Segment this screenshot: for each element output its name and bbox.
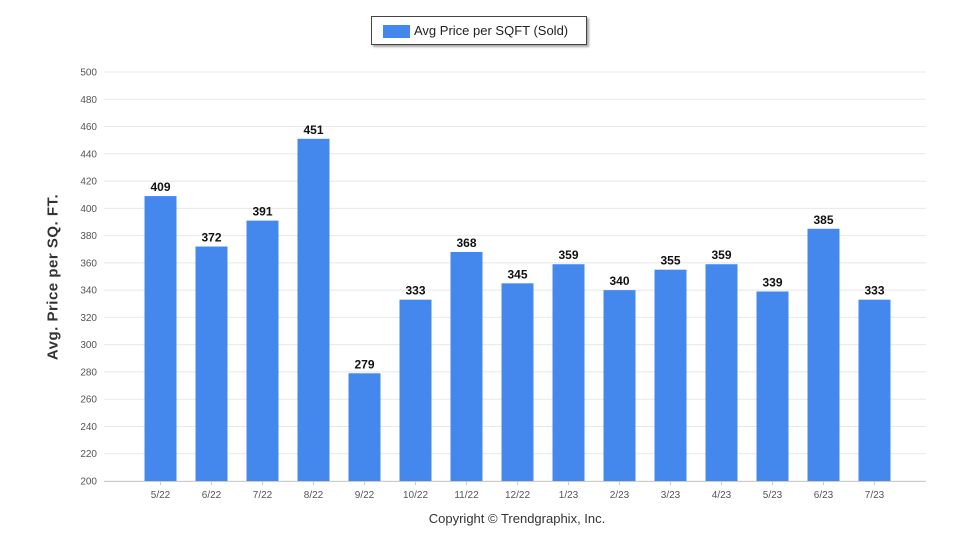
y-tick-label: 200 xyxy=(80,477,97,488)
y-tick-label: 340 xyxy=(80,286,97,297)
bars xyxy=(144,138,891,481)
x-tick-label: 8/22 xyxy=(304,490,324,501)
y-tick-label: 320 xyxy=(80,313,97,324)
bar[interactable] xyxy=(450,251,483,481)
x-tick-label: 12/22 xyxy=(505,490,530,501)
y-tick-label: 240 xyxy=(80,422,97,433)
x-axis-ticks: 5/22 6/22 7/22 8/22 9/22 10/22 11/22 12/22 1/23 2… xyxy=(151,481,885,501)
copyright-text: Copyright © Trendgraphix, Inc. xyxy=(428,511,606,526)
y-tick-label: 440 xyxy=(80,149,97,160)
bar[interactable] xyxy=(246,220,279,481)
bar[interactable] xyxy=(807,228,840,481)
data-label: 385 xyxy=(813,213,833,227)
y-tick-label: 220 xyxy=(80,449,97,460)
x-tick-label: 6/23 xyxy=(814,490,834,501)
x-tick-label: 10/22 xyxy=(403,490,428,501)
bar[interactable] xyxy=(858,299,891,481)
y-tick-label: 380 xyxy=(80,231,97,242)
bar[interactable] xyxy=(195,246,228,481)
data-label: 359 xyxy=(711,248,731,262)
x-tick-label: 7/22 xyxy=(253,490,273,501)
legend-label: Avg Price per SQFT (Sold) xyxy=(414,23,569,38)
bar[interactable] xyxy=(756,291,789,481)
bar[interactable] xyxy=(654,269,687,481)
x-tick-label: 7/23 xyxy=(865,490,885,501)
bar[interactable] xyxy=(603,290,636,481)
bar[interactable] xyxy=(705,264,738,481)
x-tick-label: 5/22 xyxy=(151,490,171,501)
legend-swatch xyxy=(383,25,410,38)
x-tick-label: 6/22 xyxy=(202,490,222,501)
data-label: 333 xyxy=(864,284,884,298)
y-tick-label: 500 xyxy=(80,68,97,79)
y-tick-label: 260 xyxy=(80,395,97,406)
y-tick-label: 460 xyxy=(80,122,97,133)
chart-legend[interactable]: Avg Price per SQFT (Sold) xyxy=(371,16,587,45)
y-tick-label: 360 xyxy=(80,258,97,269)
bar[interactable] xyxy=(144,196,177,481)
bar[interactable] xyxy=(501,283,534,481)
data-label: 345 xyxy=(507,267,527,281)
y-axis-title: Avg. Price per SQ. FT. xyxy=(44,193,62,361)
x-tick-label: 11/22 xyxy=(454,490,479,501)
data-label: 279 xyxy=(354,357,374,371)
data-label: 372 xyxy=(201,231,221,245)
x-tick-label: 2/23 xyxy=(610,490,630,501)
bar[interactable] xyxy=(399,299,432,481)
data-label: 359 xyxy=(558,248,578,262)
y-tick-label: 400 xyxy=(80,204,97,215)
data-label: 355 xyxy=(660,254,680,268)
data-label: 391 xyxy=(252,205,272,219)
x-tick-label: 9/22 xyxy=(355,490,375,501)
x-tick-label: 1/23 xyxy=(559,490,579,501)
data-label: 333 xyxy=(405,284,425,298)
data-label: 451 xyxy=(303,123,323,137)
y-tick-label: 480 xyxy=(80,95,97,106)
x-tick-label: 4/23 xyxy=(712,490,732,501)
bar[interactable] xyxy=(552,264,585,481)
y-axis-ticks: 200 220 240 260 280 300 320 340 360 380 400 420 440 4… xyxy=(80,68,97,488)
data-label: 368 xyxy=(456,236,476,250)
x-tick-label: 3/23 xyxy=(661,490,681,501)
y-tick-label: 280 xyxy=(80,367,97,378)
data-label: 340 xyxy=(609,274,629,288)
data-label: 409 xyxy=(150,180,170,194)
bar[interactable] xyxy=(297,138,330,481)
data-labels: 409 372 391 451 279 333 368 345 359 340 355 359 339 3… xyxy=(150,123,884,371)
x-tick-label: 5/23 xyxy=(763,490,783,501)
y-tick-label: 300 xyxy=(80,340,97,351)
y-tick-label: 420 xyxy=(80,177,97,188)
bar[interactable] xyxy=(348,373,381,481)
data-label: 339 xyxy=(762,275,782,289)
